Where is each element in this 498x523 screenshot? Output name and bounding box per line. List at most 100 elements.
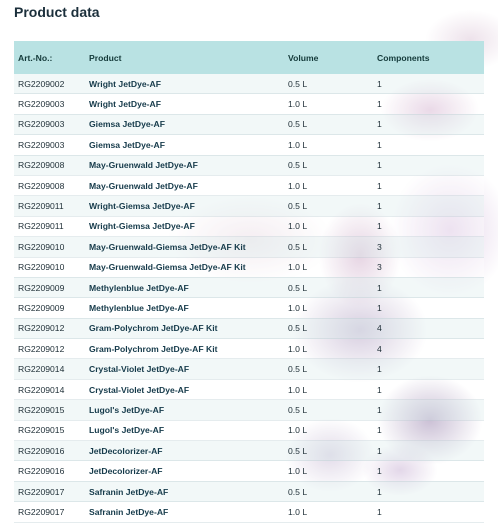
cell-volume: 0.5 L: [288, 74, 377, 95]
cell-product: May-Gruenwald-Giemsa JetDye-AF Kit: [89, 236, 288, 258]
cell-art-no: RG2209011: [14, 195, 89, 217]
cell-components: 4: [377, 338, 484, 360]
cell-components: 1: [377, 74, 484, 95]
cell-product: Gram-Polychrom JetDye-AF Kit: [89, 318, 288, 340]
cell-volume: 0.5 L: [288, 399, 377, 421]
cell-components: 1: [377, 114, 484, 136]
cell-components: 1: [377, 481, 484, 503]
column-header-components: Components: [377, 41, 484, 74]
cell-components: 1: [377, 155, 484, 176]
cell-volume: 1.0 L: [288, 257, 377, 278]
cell-components: 1: [377, 379, 484, 401]
cell-product: Wright-Giemsa JetDye-AF: [89, 216, 288, 238]
cell-volume: 1.0 L: [288, 297, 377, 319]
cell-components: 3: [377, 236, 484, 258]
cell-volume: 1.0 L: [288, 134, 377, 156]
cell-product: Wright-Giemsa JetDye-AF: [89, 195, 288, 217]
cell-components: 1: [377, 216, 484, 238]
cell-product: Giemsa JetDye-AF: [89, 114, 288, 136]
cell-components: 4: [377, 318, 484, 340]
cell-product: Giemsa JetDye-AF: [89, 134, 288, 156]
cell-art-no: RG2209012: [14, 318, 89, 340]
cell-art-no: RG2209017: [14, 501, 89, 523]
cell-art-no: RG2209009: [14, 297, 89, 319]
cell-product: Crystal-Violet JetDye-AF: [89, 379, 288, 401]
cell-volume: 0.5 L: [288, 195, 377, 217]
table-row: RG2209010 May-Gruenwald-Giemsa JetDye-AF …: [14, 257, 484, 278]
cell-product: Gram-Polychrom JetDye-AF Kit: [89, 338, 288, 360]
cell-components: 1: [377, 440, 484, 462]
cell-volume: 0.5 L: [288, 318, 377, 340]
cell-product: May-Gruenwald-Giemsa JetDye-AF Kit: [89, 257, 288, 278]
cell-product: Crystal-Violet JetDye-AF: [89, 358, 288, 380]
cell-art-no: RG2209016: [14, 460, 89, 482]
cell-product: JetDecolorizer-AF: [89, 440, 288, 462]
cell-product: Safranin JetDye-AF: [89, 501, 288, 523]
cell-art-no: RG2209010: [14, 236, 89, 258]
page-title: Product data: [14, 4, 100, 20]
cell-volume: 1.0 L: [288, 216, 377, 238]
cell-art-no: RG2209008: [14, 175, 89, 197]
cell-volume: 0.5 L: [288, 481, 377, 503]
column-header-art-no: Art.-No.:: [14, 41, 89, 74]
cell-components: 1: [377, 277, 484, 299]
cell-volume: 1.0 L: [288, 175, 377, 197]
cell-components: 1: [377, 501, 484, 523]
cell-product: Lugol's JetDye-AF: [89, 420, 288, 442]
cell-volume: 0.5 L: [288, 114, 377, 136]
cell-volume: 1.0 L: [288, 338, 377, 360]
column-header-volume: Volume: [288, 41, 377, 74]
cell-components: 1: [377, 460, 484, 482]
cell-art-no: RG2209002: [14, 74, 89, 95]
table-row: RG2209012 Gram-Polychrom JetDye-AF Kit 0.5…: [14, 318, 484, 340]
cell-volume: 0.5 L: [288, 358, 377, 380]
cell-art-no: RG2209009: [14, 277, 89, 299]
cell-volume: 0.5 L: [288, 440, 377, 462]
cell-components: 3: [377, 257, 484, 278]
cell-art-no: RG2209012: [14, 338, 89, 360]
cell-components: 1: [377, 195, 484, 217]
cell-product: JetDecolorizer-AF: [89, 460, 288, 482]
cell-components: 1: [377, 399, 484, 421]
cell-art-no: RG2209016: [14, 440, 89, 462]
cell-art-no: RG2209003: [14, 93, 89, 115]
product-table: Art.-No.: Product Volume Components RG22…: [14, 41, 484, 523]
cell-product: Methylenblue JetDye-AF: [89, 277, 288, 299]
cell-art-no: RG2209008: [14, 155, 89, 176]
cell-product: Wright JetDye-AF: [89, 93, 288, 115]
cell-art-no: RG2209003: [14, 134, 89, 156]
table-row: RG2209010 May-Gruenwald-Giemsa JetDye-AF …: [14, 236, 484, 258]
cell-art-no: RG2209014: [14, 379, 89, 401]
cell-components: 1: [377, 297, 484, 319]
cell-volume: 1.0 L: [288, 93, 377, 115]
cell-product: May-Gruenwald JetDye-AF: [89, 175, 288, 197]
cell-product: Wright JetDye-AF: [89, 74, 288, 95]
cell-components: 1: [377, 358, 484, 380]
cell-volume: 1.0 L: [288, 460, 377, 482]
cell-art-no: RG2209014: [14, 358, 89, 380]
table-body: RG2209002 Wright JetDye-AF 0.5 L 1 RG2209003…: [14, 74, 484, 523]
cell-components: 1: [377, 175, 484, 197]
cell-volume: 0.5 L: [288, 155, 377, 176]
cell-product: Lugol's JetDye-AF: [89, 399, 288, 421]
cell-art-no: RG2209010: [14, 257, 89, 278]
cell-components: 1: [377, 134, 484, 156]
cell-volume: 0.5 L: [288, 236, 377, 258]
cell-art-no: RG2209017: [14, 481, 89, 503]
cell-art-no: RG2209003: [14, 114, 89, 136]
